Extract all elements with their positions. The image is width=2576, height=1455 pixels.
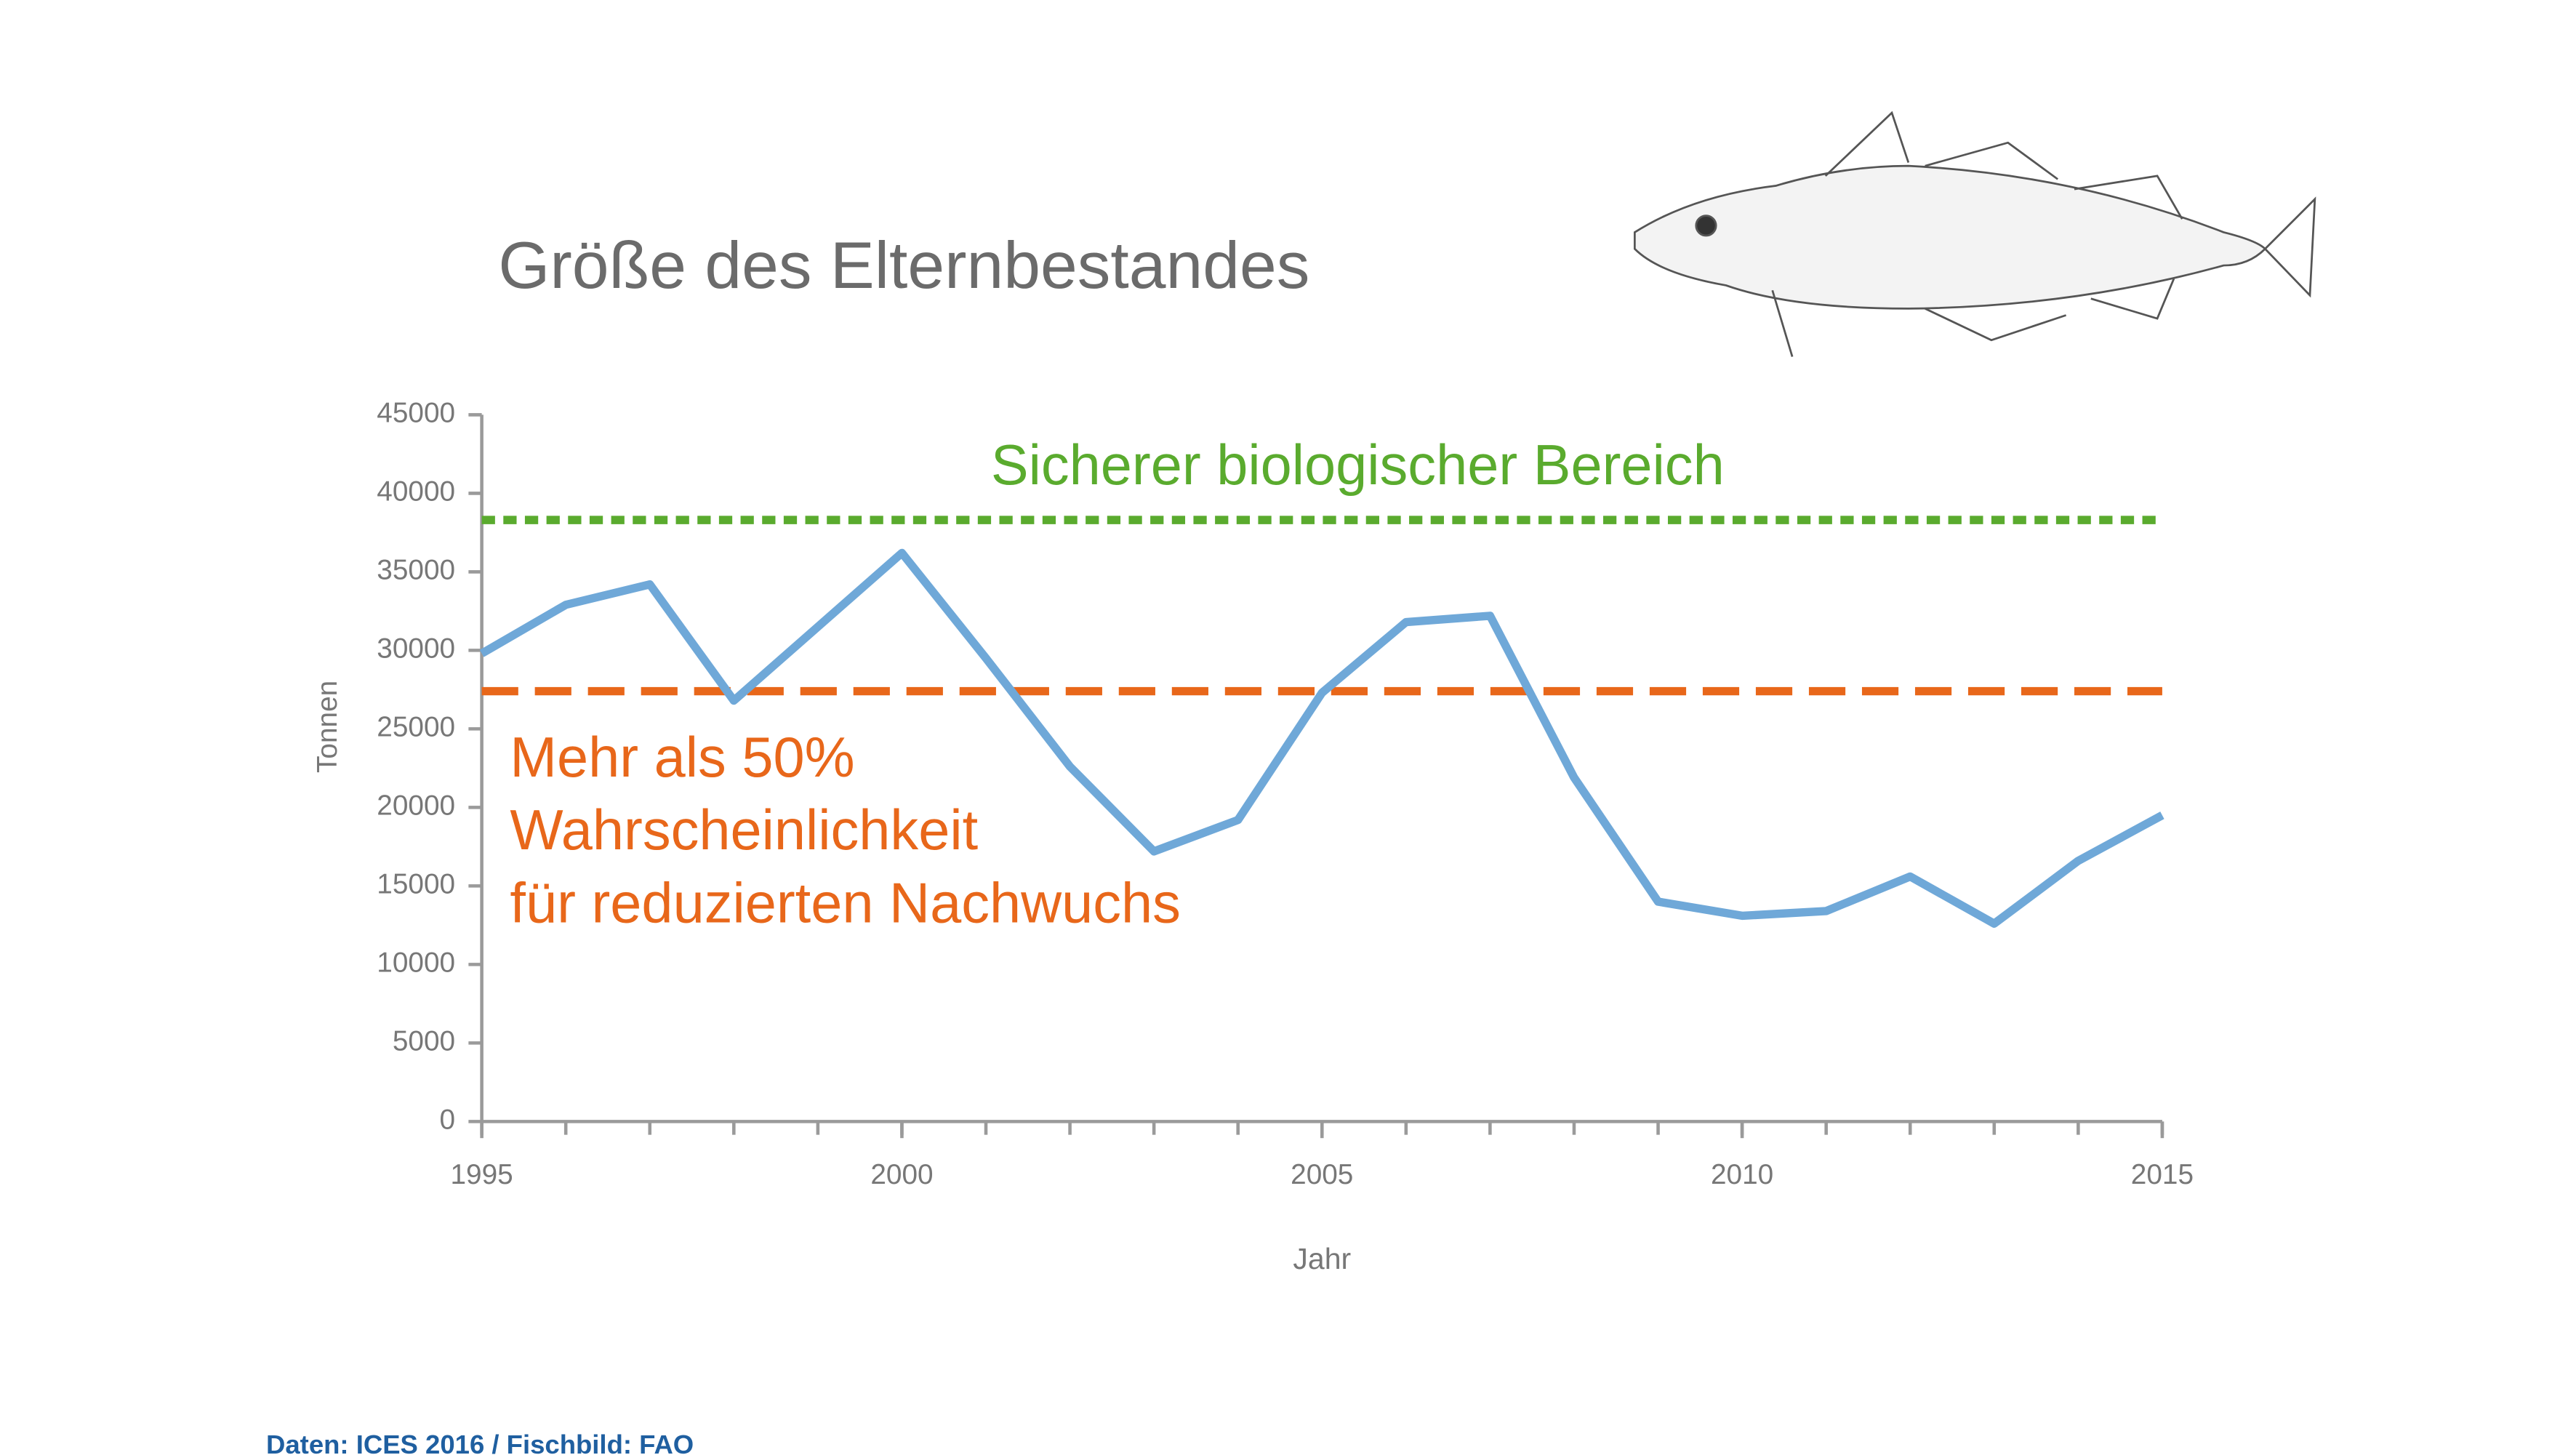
reference-label: Sicherer biologischer Bereich bbox=[991, 434, 1725, 497]
y-tick-label: 5000 bbox=[393, 1026, 455, 1057]
x-tick-label: 2015 bbox=[2131, 1159, 2194, 1190]
fish-illustration bbox=[1633, 111, 2316, 357]
x-tick-label: 2010 bbox=[1711, 1159, 1773, 1190]
y-tick-label: 45000 bbox=[377, 398, 455, 429]
y-tick-label: 40000 bbox=[377, 476, 455, 508]
reference-label: Wahrscheinlichkeit bbox=[510, 799, 978, 862]
x-tick-label: 2000 bbox=[870, 1159, 933, 1190]
y-tick-label: 20000 bbox=[377, 790, 455, 822]
y-tick-label: 0 bbox=[440, 1105, 456, 1136]
y-tick-label: 15000 bbox=[377, 869, 455, 900]
x-tick-label: 1995 bbox=[450, 1159, 513, 1190]
y-tick-label: 25000 bbox=[377, 712, 455, 743]
data-line bbox=[479, 548, 2164, 928]
reference-label: Mehr als 50% bbox=[510, 726, 854, 789]
x-tick-label: 2005 bbox=[1291, 1159, 1353, 1190]
x-axis-label: Jahr bbox=[1293, 1242, 1351, 1275]
y-tick-label: 35000 bbox=[377, 555, 455, 586]
chart-title: Größe des Elternbestandes bbox=[498, 228, 1309, 302]
y-tick-label: 30000 bbox=[377, 633, 455, 665]
y-axis-label: Tonnen bbox=[312, 681, 343, 773]
y-tick-label: 10000 bbox=[377, 947, 455, 979]
reference-label: für reduzierten Nachwuchs bbox=[510, 873, 1181, 935]
source: Daten: ICES 2016 / Fischbild: FAO bbox=[266, 1430, 694, 1455]
